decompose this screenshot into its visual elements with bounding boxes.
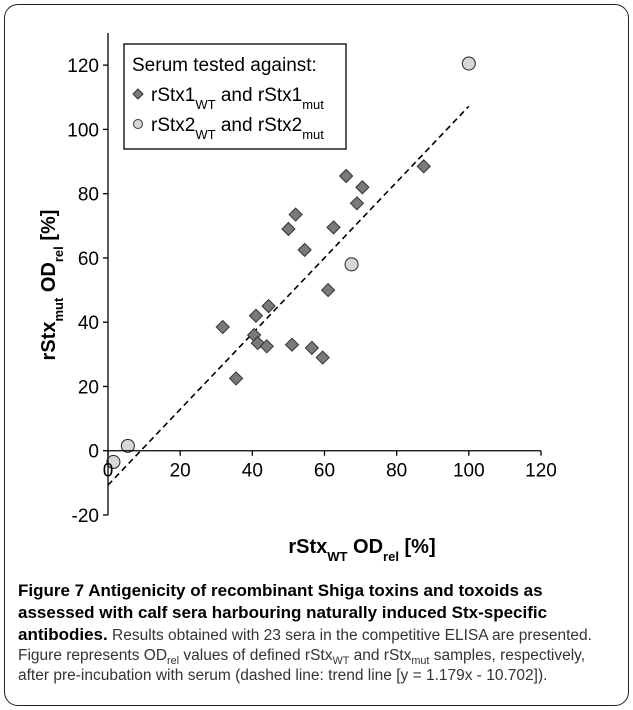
data-point-diamond	[304, 340, 320, 356]
data-point-diamond	[261, 298, 276, 314]
legend-title: Serum tested against:	[132, 55, 317, 76]
data-point-diamond	[320, 282, 336, 298]
data-point-diamond	[315, 350, 330, 365]
legend-diamond-marker	[132, 88, 144, 100]
trend-line	[107, 105, 470, 486]
x-axis-title: rStxWT ODrel [%]	[288, 536, 435, 564]
y-axis-title: rStxmut ODrel [%]	[38, 210, 66, 361]
y-tick-label: 80	[78, 185, 99, 206]
y-tick-label: 100	[67, 120, 99, 141]
plot-marks	[106, 56, 476, 486]
data-point-circle	[344, 257, 359, 272]
y-tick-label: 40	[78, 313, 99, 334]
data-point-diamond	[228, 371, 244, 386]
y-tick-label: 60	[78, 249, 99, 270]
data-point-diamond	[326, 220, 341, 235]
y-tick-label: 20	[78, 377, 99, 398]
legend-entry-stx1: rStx1WT and rStx1mut	[151, 85, 324, 112]
legend-circle-marker	[133, 119, 143, 129]
caption-body: Results obtained with 23 sera in the com…	[18, 627, 592, 684]
scatter-chart: -20 0 20 40 60 80 100 120 0 20 40 60 80 100 120 rStxmu…	[38, 33, 557, 564]
figure-caption: Figure 7 Antigenicity of recombinant Shi…	[18, 580, 614, 686]
data-point-circle	[106, 454, 121, 470]
x-tick-label: 0	[103, 461, 114, 482]
x-tick-label: 100	[453, 461, 485, 482]
data-point-diamond	[355, 180, 370, 195]
data-point-circle	[120, 438, 135, 453]
y-tick-label: 120	[67, 56, 99, 77]
data-point-diamond	[281, 221, 296, 237]
x-tick-label: 40	[242, 461, 263, 482]
legend-entry-stx2: rStx2WT and rStx2mut	[151, 115, 324, 142]
data-point-diamond	[215, 319, 230, 335]
y-tick-label: 0	[88, 442, 99, 463]
data-point-diamond	[259, 339, 274, 354]
data-point-circle	[461, 56, 476, 71]
x-tick-label: 80	[386, 461, 407, 482]
x-tick-label: 120	[525, 461, 557, 482]
data-point-diamond	[416, 159, 431, 174]
data-point-diamond	[288, 207, 303, 222]
data-point-diamond	[338, 168, 354, 184]
x-tick-label: 60	[314, 461, 335, 482]
axes: -20 0 20 40 60 80 100 120 0 20 40 60 80 100 120	[67, 33, 557, 527]
legend: Serum tested against: rStx1WT and rStx1m…	[123, 43, 347, 150]
x-tick-label: 20	[170, 461, 191, 482]
data-point-diamond	[297, 242, 312, 258]
legend-box	[123, 43, 347, 150]
y-tick-label: -20	[72, 506, 99, 527]
data-point-diamond	[349, 196, 365, 211]
caption-title: Figure 7 Antigenicity of recombinant Shi…	[18, 581, 548, 644]
data-point-diamond	[284, 337, 300, 352]
data-point-diamond	[248, 308, 264, 323]
